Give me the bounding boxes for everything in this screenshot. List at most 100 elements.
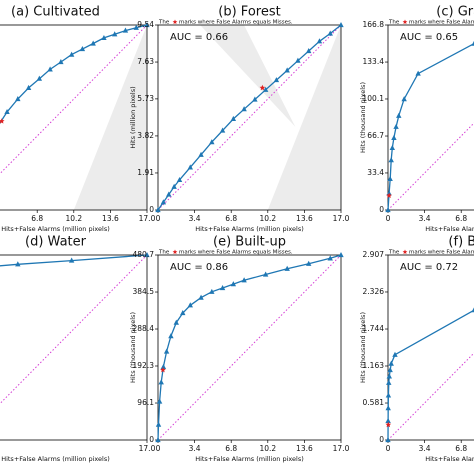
y-tick-label: 1.91 [137,168,154,177]
plot-frame [157,24,342,211]
curve-marker [391,134,397,141]
hit-curve [387,42,474,211]
y-tick-label: 1.744 [363,324,385,333]
legend-note: marks where False Alarms equals Misses. [409,20,474,26]
auc-label: AUC = 0.66 [170,32,228,43]
x-tick-label: 6.8 [225,214,237,223]
y-tick-label: 0.581 [363,398,385,407]
curve-marker [241,106,247,112]
curve-marker [25,84,32,90]
shaded-region [73,25,147,210]
curve-marker [160,363,167,369]
curve-marker [209,288,215,294]
panel-title: (d) Water [25,235,87,250]
curve-marker [144,252,150,258]
curve-marker [68,257,75,263]
y-tick-label: 480.7 [133,250,155,259]
legend-note: marks where False Alarms equals Misses. [409,250,474,256]
x-axis-label: Hits+False Alarms (million pixels) [1,225,110,233]
curve-marker [262,86,269,92]
curve-marker [401,96,407,102]
curve-marker [230,281,237,287]
curve-marker [471,307,474,313]
legend-star [172,249,178,254]
x-tick-label: 0 [156,444,161,453]
hit-curve [0,254,148,267]
curve-marker [385,392,392,398]
reference-line [387,352,474,441]
curve-marker [385,417,391,424]
curve-marker [90,40,96,46]
panel-title: (f) Barren [448,235,474,250]
x-tick-label: 10.2 [65,214,82,223]
curve-marker [198,151,204,157]
shaded-region [267,25,341,210]
x-axis-label: Hits+False Alarms (million pixels) [195,455,304,463]
curve-marker [171,183,177,189]
curve-marker [15,261,21,267]
curve-marker [47,66,53,72]
curve-marker [166,191,172,197]
panel-title: (b) Forest [218,5,280,20]
curve-marker [219,127,226,133]
curve-marker [392,351,398,357]
curve-marker [101,34,107,41]
legend-star [402,19,408,24]
curve-marker [79,46,86,52]
plot-frame [0,24,148,211]
curve-marker [284,67,290,73]
y-axis-label: Hits (million pixels) [129,86,137,148]
legend-star [402,249,408,254]
curve-marker [68,51,75,57]
curve-marker [144,22,150,28]
y-tick-label: 133.4 [363,57,385,66]
curve-marker [163,348,170,354]
legend-note: marks where False Alarms equals Misses. [179,20,293,26]
y-tick-label: 9.54 [137,20,154,29]
y-tick-label: 66.7 [367,131,384,140]
equal-point-star [259,84,266,91]
curve-marker [262,271,269,277]
y-axis-label: Hits (thousand pixels) [359,312,367,383]
curve-marker [241,277,247,283]
curve-marker [160,199,167,205]
curve-marker [230,115,237,121]
legend-note: The [388,250,400,256]
curve-marker [388,157,394,163]
curve-marker [58,59,64,65]
y-tick-label: 3.82 [137,131,154,140]
reference-line [157,24,342,211]
curve-marker [327,255,333,261]
curve-marker [327,30,333,36]
curve-marker [338,22,344,28]
curve-marker [387,366,393,373]
curve-marker [306,260,312,266]
reference-line [387,122,474,211]
curve-marker [306,47,312,54]
y-tick-label: 288.4 [133,324,155,333]
curve-marker [173,319,179,325]
y-tick-label: 0 [379,435,384,444]
equal-point-star [386,192,392,198]
equal-point-star [160,367,166,373]
y-tick-label: 100.1 [363,94,385,103]
x-tick-label: 17.0 [333,444,350,453]
reference-line [0,254,148,405]
curve-marker [156,398,163,404]
curve-marker [133,24,139,30]
curve-marker [386,379,392,385]
curve-marker [36,75,43,81]
curve-marker [396,112,402,118]
x-tick-label: 6.8 [31,214,43,223]
panel-title: (c) Grassland [436,5,474,20]
plot-frame [0,254,148,441]
legend-note: The [158,20,170,26]
y-tick-label: 0 [149,435,154,444]
curve-marker [15,96,21,102]
y-tick-label: 0 [149,205,154,214]
hit-curve [0,24,148,125]
curve-marker [389,144,396,150]
x-tick-label: 17.0 [139,444,156,453]
